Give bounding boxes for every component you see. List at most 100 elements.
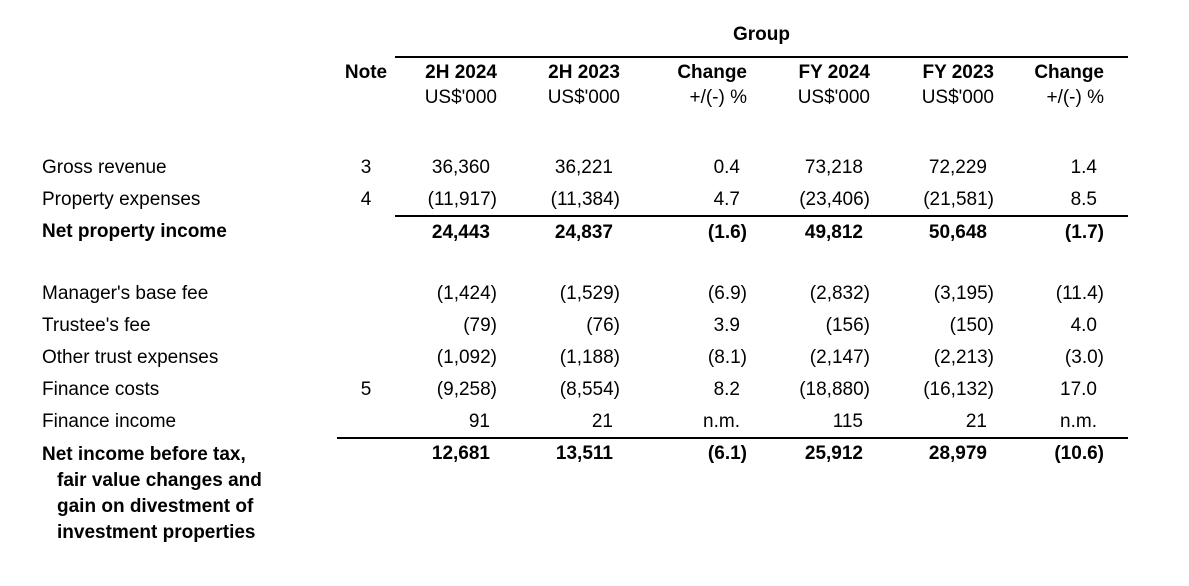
- value-cell: 72,229: [928, 157, 987, 178]
- row-label: Finance income: [42, 411, 177, 432]
- value-cell: (6.9): [707, 283, 747, 304]
- group-header: Group: [395, 18, 1128, 58]
- col-header-change-2h: Change: [677, 62, 747, 83]
- value-cell: 4.0: [1070, 315, 1097, 336]
- value-cell: 24,443: [395, 215, 497, 248]
- value-cell: (1,092): [436, 347, 497, 368]
- value-cell: 0.4: [713, 157, 740, 178]
- note-cell: 5: [360, 379, 372, 400]
- col-header-fy-2023: FY 2023: [922, 62, 994, 83]
- table-row-net-income-before-tax: Net income before tax, fair value change…: [42, 437, 1128, 546]
- value-cell: n.m.: [703, 410, 740, 432]
- value-cell: (16,132): [923, 379, 994, 400]
- col-header-2h-2023: 2H 2023: [548, 62, 620, 83]
- value-cell: 13,511: [497, 437, 620, 546]
- empty-cell: [337, 18, 395, 57]
- table-row-trustees-fee: Trustee's fee (79) (76) 3.9 (156) (150) …: [42, 310, 1128, 342]
- value-cell: 24,837: [497, 215, 620, 248]
- empty-cell: [42, 84, 337, 109]
- value-cell: 50,648: [870, 215, 994, 248]
- value-cell: (156): [825, 315, 870, 336]
- table-row-property-expenses: Property expenses 4 (11,917) (11,384) 4.…: [42, 184, 1128, 216]
- col-unit: US$'000: [547, 87, 620, 108]
- value-cell: 115: [832, 410, 863, 432]
- value-cell: 21: [591, 410, 613, 432]
- value-cell: 3.9: [713, 315, 740, 336]
- row-label: Manager's base fee: [42, 283, 209, 304]
- value-cell: 49,812: [747, 215, 870, 248]
- note-cell: [337, 342, 395, 374]
- empty-cell: [42, 18, 337, 57]
- table-row-finance-income: Finance income 91 21 n.m. 115 21 n.m.: [42, 406, 1128, 438]
- value-cell: (3.0): [1064, 347, 1104, 368]
- value-cell: 28,979: [870, 437, 994, 546]
- col-unit: US$'000: [797, 87, 870, 108]
- value-cell: (150): [949, 315, 994, 336]
- financial-results-table: Group Note 2H 2024 2H 2023 Change FY 202…: [42, 18, 1128, 546]
- value-cell: 1.4: [1070, 157, 1097, 178]
- col-header-change-fy: Change: [1034, 62, 1104, 83]
- value-cell: (1,424): [436, 283, 497, 304]
- value-cell: (79): [463, 315, 497, 336]
- col-unit: +/(-) %: [1046, 87, 1104, 108]
- value-cell: n.m.: [1060, 410, 1097, 432]
- value-cell: (18,880): [799, 379, 870, 400]
- value-cell: (2,832): [809, 283, 870, 304]
- value-cell: (1,529): [559, 283, 620, 304]
- table-row-managers-base-fee: Manager's base fee (1,424) (1,529) (6.9)…: [42, 278, 1128, 310]
- col-unit: +/(-) %: [689, 87, 747, 108]
- spacer-row: [42, 109, 1128, 152]
- note-column-header: Note: [344, 62, 388, 83]
- note-cell: [337, 216, 395, 248]
- note-cell: [337, 310, 395, 342]
- row-label: Finance costs: [42, 379, 160, 400]
- value-cell: (23,406): [799, 188, 870, 210]
- note-cell: [337, 406, 395, 438]
- col-header-2h-2024: 2H 2024: [425, 62, 497, 83]
- column-header-row: Note 2H 2024 2H 2023 Change FY 2024 FY 2…: [42, 57, 1128, 84]
- value-cell: (3,195): [933, 283, 994, 304]
- col-unit: US$'000: [424, 87, 497, 108]
- value-cell: 8.5: [1070, 188, 1097, 210]
- row-label-line: investment properties: [57, 522, 256, 543]
- row-label: Net income before tax, fair value change…: [42, 438, 337, 546]
- table-row-finance-costs: Finance costs 5 (9,258) (8,554) 8.2 (18,…: [42, 374, 1128, 406]
- note-cell: [337, 437, 395, 546]
- col-header-fy-2024: FY 2024: [798, 62, 870, 83]
- value-cell: (8,554): [559, 379, 620, 400]
- spacer-row: [42, 248, 1128, 278]
- value-cell: (11,384): [550, 188, 620, 210]
- value-cell: (21,581): [923, 188, 994, 210]
- value-cell: (1.6): [620, 215, 747, 248]
- row-label-line: fair value changes and: [57, 470, 262, 491]
- value-cell: 36,360: [431, 157, 490, 178]
- col-unit: US$'000: [921, 87, 994, 108]
- value-cell: (11.4): [1055, 283, 1104, 304]
- value-cell: (2,147): [809, 347, 870, 368]
- row-label-line: gain on divestment of: [57, 496, 254, 517]
- value-cell: 12,681: [395, 437, 497, 546]
- note-cell: [337, 278, 395, 310]
- value-cell: 36,221: [554, 157, 613, 178]
- value-cell: 8.2: [713, 379, 740, 400]
- value-cell: (11,917): [427, 188, 497, 210]
- value-cell: 73,218: [804, 157, 863, 178]
- value-cell: (9,258): [436, 379, 497, 400]
- value-cell: (1,188): [559, 347, 620, 368]
- table-row-net-property-income: Net property income 24,443 24,837 (1.6) …: [42, 215, 1128, 248]
- value-cell: (8.1): [707, 347, 747, 368]
- note-cell: 3: [360, 157, 372, 178]
- row-label: Other trust expenses: [42, 347, 219, 368]
- value-cell: 17.0: [1060, 379, 1097, 400]
- value-cell: 25,912: [747, 437, 870, 546]
- row-label: Trustee's fee: [42, 315, 151, 336]
- value-cell: (10.6): [994, 437, 1128, 546]
- row-label: Gross revenue: [42, 157, 167, 178]
- empty-cell: [42, 57, 337, 84]
- column-unit-row: US$'000 US$'000 +/(-) % US$'000 US$'000 …: [42, 84, 1128, 109]
- value-cell: 91: [468, 410, 490, 432]
- group-header-row: Group: [42, 18, 1128, 58]
- empty-cell: [337, 84, 395, 109]
- value-cell: 4.7: [713, 188, 740, 210]
- row-label: Net property income: [42, 221, 227, 242]
